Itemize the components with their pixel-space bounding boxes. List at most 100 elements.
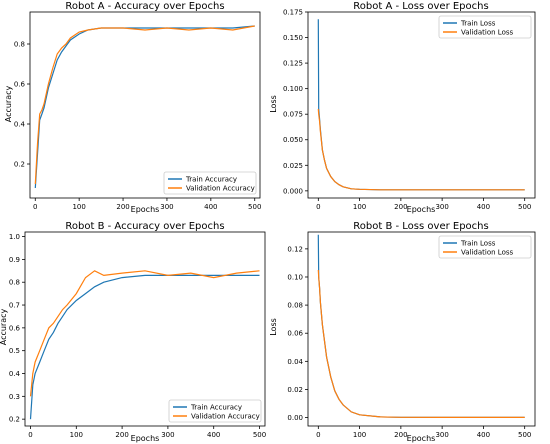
plot-frame <box>307 231 536 427</box>
y-tick-label: 0.125 <box>283 60 303 68</box>
y-tick-label: 0.100 <box>283 85 303 93</box>
x-tick-label: 100 <box>353 203 366 211</box>
y-tick-label: 0.075 <box>283 111 303 119</box>
y-tick-label: 0.000 <box>283 187 303 195</box>
y-tick-label: 0.06 <box>287 330 303 338</box>
y-tick-label: 0.7 <box>9 302 20 310</box>
x-tick-label: 500 <box>248 203 261 211</box>
y-tick-label: 0.6 <box>14 81 26 89</box>
y-tick-label: 0.04 <box>287 358 303 366</box>
y-tick-label: 0.8 <box>14 41 25 49</box>
x-tick-label: 200 <box>394 203 407 211</box>
legend-label: Train Accuracy <box>190 404 242 412</box>
x-tick-label: 200 <box>394 431 407 439</box>
chart-panel-robot-b-accuracy: Robot B - Accuracy over Epochs Epochs Ac… <box>0 221 225 443</box>
plot-area: 0 100 200 300 400 500 0.000 0.025 0.050 0.075 0.10… <box>283 9 536 211</box>
y-tick-label: 0.8 <box>9 279 20 287</box>
chart-panel-robot-a-accuracy: Robot A - Accuracy over Epochs Epochs Ac… <box>4 1 225 214</box>
legend-box <box>438 235 532 259</box>
legend-label: Validation Loss <box>461 249 513 257</box>
legend-box <box>168 399 262 423</box>
y-tick-label: 0.025 <box>283 162 303 170</box>
x-tick-label: 100 <box>70 431 83 439</box>
y-tick-label: 0.050 <box>283 136 303 144</box>
chart-panel-robot-b-loss: Robot B - Loss over Epochs Epochs Loss <box>269 221 489 443</box>
x-tick-label: 0 <box>316 203 320 211</box>
chart-panel-robot-a-loss: Robot A - Loss over Epochs Epochs Loss <box>269 1 489 214</box>
x-axis-label: Epochs <box>131 205 160 214</box>
x-tick-label: 400 <box>204 203 217 211</box>
legend-label: Train Loss <box>460 20 496 28</box>
x-axis-label: Epochs <box>131 434 160 443</box>
y-axis-label: Accuracy <box>4 85 13 122</box>
x-tick-label: 400 <box>477 431 490 439</box>
x-tick-label: 100 <box>72 203 85 211</box>
y-tick-label: 0.08 <box>287 302 303 310</box>
plot-area: 0 100 200 300 400 500 0.00 0.02 0.04 0.06 0.08 0.10… <box>287 231 536 439</box>
legend-box <box>438 15 532 39</box>
series-line-train-accuracy <box>34 25 255 189</box>
y-tick-label: 0.2 <box>14 161 25 169</box>
x-tick-label: 200 <box>115 431 128 439</box>
legend-label: Train Loss <box>460 240 496 248</box>
x-tick-label: 500 <box>518 203 531 211</box>
y-tick-label: 0.6 <box>9 324 21 332</box>
y-tick-label: 0.5 <box>9 347 20 355</box>
legend-label: Validation Loss <box>461 29 513 37</box>
x-tick-label: 300 <box>435 203 448 211</box>
y-tick-label: 0.150 <box>283 34 303 42</box>
x-tick-label: 400 <box>207 431 220 439</box>
legend-box <box>163 171 257 195</box>
y-tick-label: 0.3 <box>9 393 20 401</box>
x-tick-label: 200 <box>116 203 129 211</box>
x-tick-label: 300 <box>435 431 448 439</box>
legend-label: Validation Accuracy <box>191 413 260 421</box>
y-axis-label: Loss <box>269 318 278 336</box>
series-line-train-loss <box>317 234 525 418</box>
series-line-train-loss <box>317 19 525 191</box>
plot-area: 0 100 200 300 400 500 0.2 0.4 0.6 0.8 Train Accura… <box>14 11 261 211</box>
chart-title: Robot A - Loss over Epochs <box>353 1 488 12</box>
x-tick-label: 0 <box>316 431 320 439</box>
x-tick-label: 500 <box>518 431 531 439</box>
y-tick-label: 0.00 <box>287 414 303 422</box>
series-line-train-accuracy <box>29 274 260 420</box>
y-tick-label: 0.2 <box>9 416 20 424</box>
y-tick-label: 0.175 <box>283 9 303 17</box>
series-line-validation-accuracy <box>29 270 260 397</box>
x-tick-label: 100 <box>353 431 366 439</box>
plot-area: 0 100 200 300 400 500 0.2 0.3 0.4 0.5 0.6 0.7 0.8 0.9… <box>9 231 266 439</box>
plot-frame <box>307 11 536 199</box>
y-tick-label: 1.0 <box>9 233 20 241</box>
y-tick-label: 0.4 <box>9 370 21 378</box>
y-axis-label: Loss <box>269 95 278 113</box>
y-tick-label: 0.10 <box>287 273 303 281</box>
x-tick-label: 400 <box>477 203 490 211</box>
legend-label: Validation Accuracy <box>186 185 255 193</box>
x-axis-label: Epochs <box>407 205 436 214</box>
chart-title: Robot B - Accuracy over Epochs <box>65 221 224 232</box>
x-axis-label: Epochs <box>407 434 436 443</box>
x-tick-label: 0 <box>33 203 37 211</box>
y-tick-label: 0.12 <box>287 245 303 253</box>
legend-label: Train Accuracy <box>185 176 237 184</box>
x-tick-label: 0 <box>28 431 32 439</box>
y-tick-label: 0.4 <box>14 121 26 129</box>
series-line-validation-loss <box>317 269 525 418</box>
series-line-validation-accuracy <box>34 25 255 185</box>
y-tick-label: 0.9 <box>9 256 20 264</box>
y-tick-label: 0.02 <box>287 386 303 394</box>
chart-title: Robot B - Loss over Epochs <box>353 221 488 232</box>
y-axis-label: Accuracy <box>0 308 8 345</box>
x-tick-label: 500 <box>253 431 266 439</box>
x-tick-label: 300 <box>160 203 173 211</box>
plot-frame <box>29 11 261 199</box>
x-tick-label: 300 <box>161 431 174 439</box>
chart-title: Robot A - Accuracy over Epochs <box>65 1 224 12</box>
plot-frame <box>24 231 266 427</box>
